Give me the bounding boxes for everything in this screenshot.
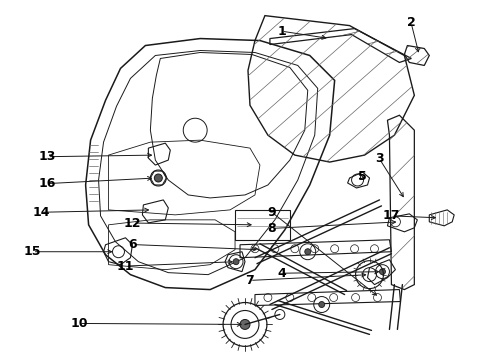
Text: 3: 3 xyxy=(375,152,384,165)
Text: 17: 17 xyxy=(383,210,400,222)
Circle shape xyxy=(305,249,311,255)
Text: 1: 1 xyxy=(277,25,286,38)
Circle shape xyxy=(233,259,239,265)
Text: 5: 5 xyxy=(358,170,367,183)
Text: 2: 2 xyxy=(407,16,416,29)
Bar xyxy=(235,210,290,240)
Text: 8: 8 xyxy=(268,222,276,235)
Text: 10: 10 xyxy=(70,317,88,330)
Text: 7: 7 xyxy=(245,274,254,287)
Circle shape xyxy=(379,269,386,275)
Text: 15: 15 xyxy=(24,245,42,258)
Text: 9: 9 xyxy=(268,206,276,219)
Text: 12: 12 xyxy=(124,216,142,230)
Text: 11: 11 xyxy=(117,260,134,273)
Circle shape xyxy=(154,174,162,182)
Circle shape xyxy=(240,319,250,329)
Text: 13: 13 xyxy=(39,150,56,163)
Text: 6: 6 xyxy=(128,238,137,251)
Text: 4: 4 xyxy=(277,267,286,280)
Text: 14: 14 xyxy=(32,206,49,219)
Text: 16: 16 xyxy=(39,177,56,190)
Circle shape xyxy=(318,302,325,307)
